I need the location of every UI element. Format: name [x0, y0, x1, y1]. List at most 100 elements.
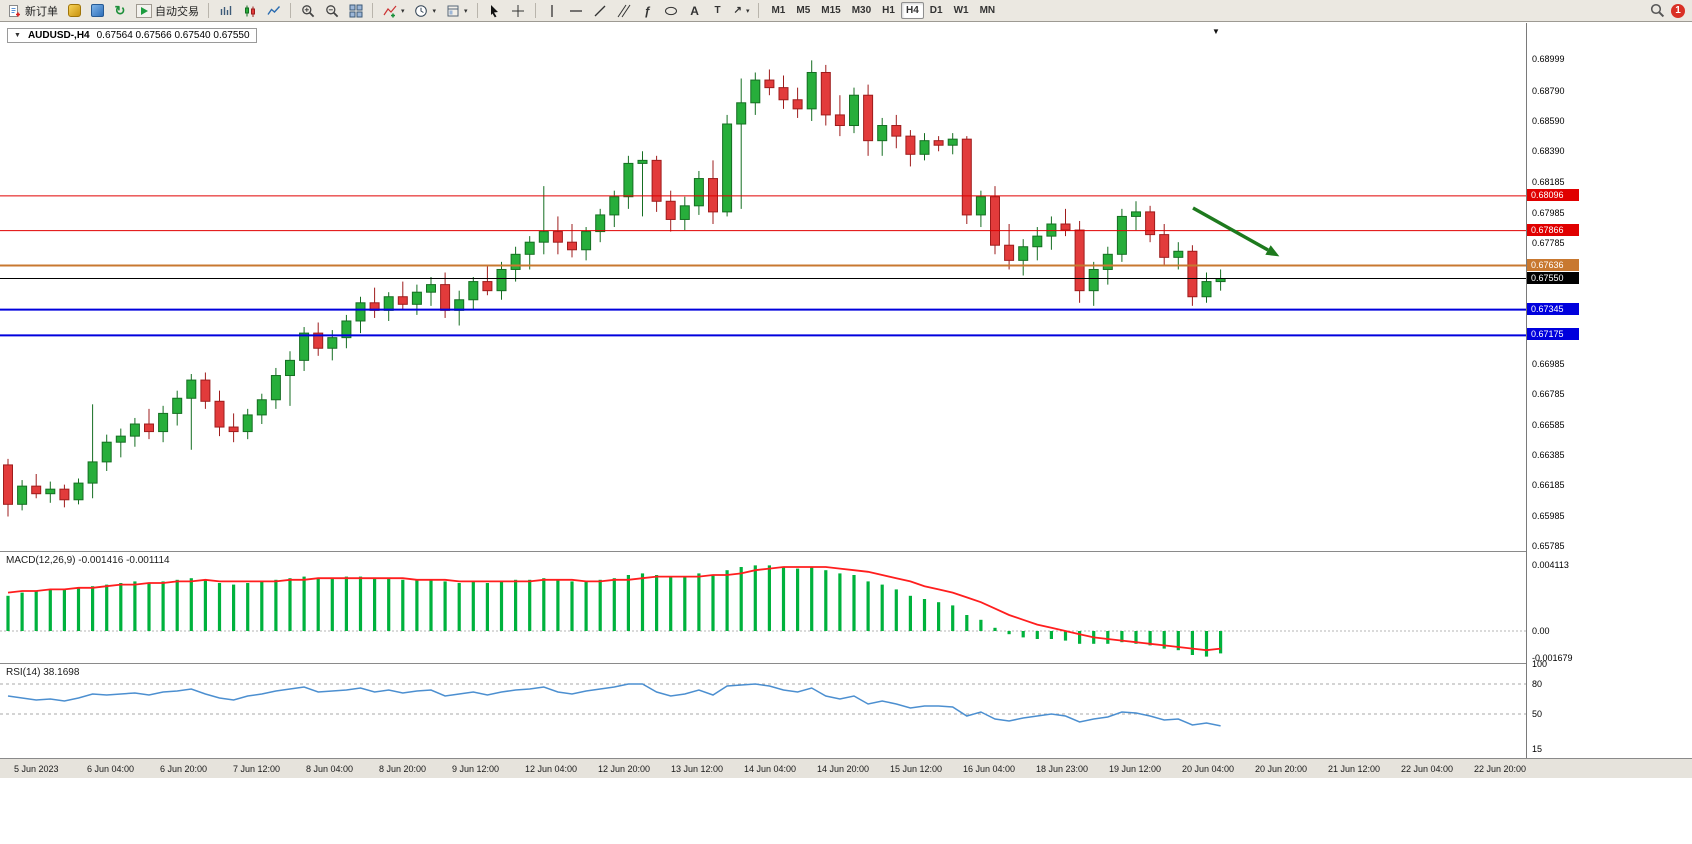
- candle-body: [778, 87, 789, 101]
- candle-body: [863, 94, 874, 142]
- candle-body: [750, 79, 761, 104]
- candle-body: [538, 231, 549, 243]
- candle-body: [820, 71, 831, 116]
- cursor-button[interactable]: [483, 1, 506, 21]
- zoom-out-icon: [324, 3, 339, 18]
- crosshair-button[interactable]: [507, 1, 530, 21]
- candle-body: [552, 231, 563, 243]
- candle-body: [313, 332, 324, 349]
- search-icon[interactable]: [1650, 3, 1665, 18]
- tile-windows-button[interactable]: [344, 1, 367, 21]
- candle-body: [849, 94, 859, 127]
- candle-body: [722, 123, 733, 213]
- candle-body: [1116, 215, 1127, 255]
- candle-body: [961, 138, 972, 216]
- candle-body: [186, 379, 197, 399]
- arrow-tool-icon: ↗: [733, 4, 742, 16]
- candle-body: [1074, 229, 1085, 292]
- new-order-button[interactable]: 新订单: [3, 1, 62, 21]
- time-axis-label: 12 Jun 20:00: [598, 764, 651, 774]
- time-axis-label: 15 Jun 12:00: [890, 764, 943, 774]
- periods-button[interactable]: ▾: [410, 1, 441, 21]
- trend-arrow-annotation[interactable]: [1192, 206, 1269, 252]
- template-icon: [445, 3, 460, 18]
- vertical-line-tool-button[interactable]: [541, 1, 564, 21]
- candle-body: [73, 482, 84, 501]
- timeframe-button-m30[interactable]: M30: [847, 2, 876, 19]
- candle-body: [285, 359, 295, 377]
- candle-body: [482, 281, 493, 292]
- price-scale-label: 0.66785: [1532, 389, 1565, 400]
- text-label-icon: T: [714, 4, 721, 16]
- autotrading-button[interactable]: 自动交易: [132, 1, 203, 21]
- panel-splitter[interactable]: [0, 663, 1692, 664]
- empty-footer-area: [0, 779, 1692, 844]
- candle-body: [524, 241, 535, 255]
- timeframe-button-h1[interactable]: H1: [877, 2, 900, 19]
- templates-button[interactable]: ▾: [441, 1, 472, 21]
- timeframe-button-mn[interactable]: MN: [975, 2, 1001, 19]
- candle-body: [1046, 223, 1057, 237]
- candle-body: [1187, 250, 1198, 298]
- chart-area: ▼ AUDUSD-,H4 0.67564 0.67566 0.67540 0.6…: [0, 23, 1692, 844]
- candle-body: [1173, 250, 1184, 258]
- toolbar-separator: [534, 3, 536, 18]
- timeframe-button-m1[interactable]: M1: [766, 2, 790, 19]
- price-scale-label: 0.67785: [1532, 237, 1565, 248]
- macd-scale-label: -0.001679: [1532, 652, 1573, 663]
- rsi-indicator-panel[interactable]: [0, 663, 1526, 758]
- indicators-button[interactable]: ▾: [378, 1, 409, 21]
- candle-body: [947, 138, 958, 146]
- chart-dropdown-icon[interactable]: ▼: [1212, 27, 1220, 36]
- candle-body: [129, 423, 140, 437]
- timeframe-button-m5[interactable]: M5: [791, 2, 815, 19]
- terminal-button[interactable]: [86, 1, 108, 21]
- text-label-tool-button[interactable]: T: [707, 1, 729, 21]
- timeframe-button-d1[interactable]: D1: [925, 2, 948, 19]
- price-scale-label: 0.68790: [1532, 85, 1565, 96]
- time-axis-label: 20 Jun 20:00: [1255, 764, 1308, 774]
- candle-body: [567, 241, 577, 251]
- candle-body: [3, 464, 13, 505]
- time-axis[interactable]: 5 Jun 2023 6 Jun 04:00 6 Jun 20:00 7 Jun 12…: [0, 758, 1692, 778]
- candle-body: [411, 291, 422, 305]
- shapes-tool-button[interactable]: [660, 1, 683, 21]
- candle-body: [397, 296, 408, 305]
- candle-body: [172, 397, 183, 414]
- time-axis-label: 12 Jun 04:00: [525, 764, 578, 774]
- timeframe-button-m15[interactable]: M15: [816, 2, 845, 19]
- refresh-button[interactable]: ↻: [109, 1, 131, 21]
- candle-body: [1088, 268, 1099, 292]
- ellipse-icon: [664, 3, 679, 18]
- trendline-tool-button[interactable]: [589, 1, 612, 21]
- candle-body: [806, 71, 817, 110]
- notification-badge[interactable]: 1: [1671, 3, 1685, 18]
- candle-body: [200, 379, 211, 402]
- text-tool-button[interactable]: A: [684, 1, 706, 21]
- toolbar-separator: [372, 3, 373, 18]
- panel-splitter[interactable]: [0, 551, 1692, 552]
- timeframe-button-w1[interactable]: W1: [949, 2, 974, 19]
- candle-body: [510, 253, 521, 270]
- zoom-out-button[interactable]: [320, 1, 343, 21]
- collapse-icon: ▼: [14, 32, 21, 39]
- line-chart-button[interactable]: [262, 1, 285, 21]
- fibonacci-tool-button[interactable]: ƒ: [637, 1, 659, 21]
- main-price-chart[interactable]: [0, 23, 1526, 551]
- candlestick-chart-button[interactable]: [238, 1, 261, 21]
- candle-body: [31, 485, 42, 495]
- chart-title-box[interactable]: ▼ AUDUSD-,H4 0.67564 0.67566 0.67540 0.6…: [7, 28, 257, 43]
- timeframe-group: M1 M5 M15 M30 H1 H4 D1 W1 MN: [766, 2, 1000, 19]
- bar-chart-button[interactable]: [214, 1, 237, 21]
- arrows-tool-button[interactable]: ↗ ▾: [730, 1, 754, 21]
- candle-body: [623, 162, 634, 198]
- new-order-icon: [7, 3, 22, 18]
- price-scale[interactable]: 0.68999 0.68790 0.68590 0.68390 0.68185 0.679…: [1526, 23, 1692, 758]
- macd-indicator-panel[interactable]: [0, 551, 1526, 663]
- channel-tool-button[interactable]: [613, 1, 636, 21]
- timeframe-button-h4[interactable]: H4: [900, 2, 924, 19]
- horizontal-line-tool-button[interactable]: [565, 1, 588, 21]
- zoom-in-button[interactable]: [296, 1, 319, 21]
- terminal-icon: [90, 4, 104, 17]
- metaeditor-button[interactable]: [63, 1, 85, 21]
